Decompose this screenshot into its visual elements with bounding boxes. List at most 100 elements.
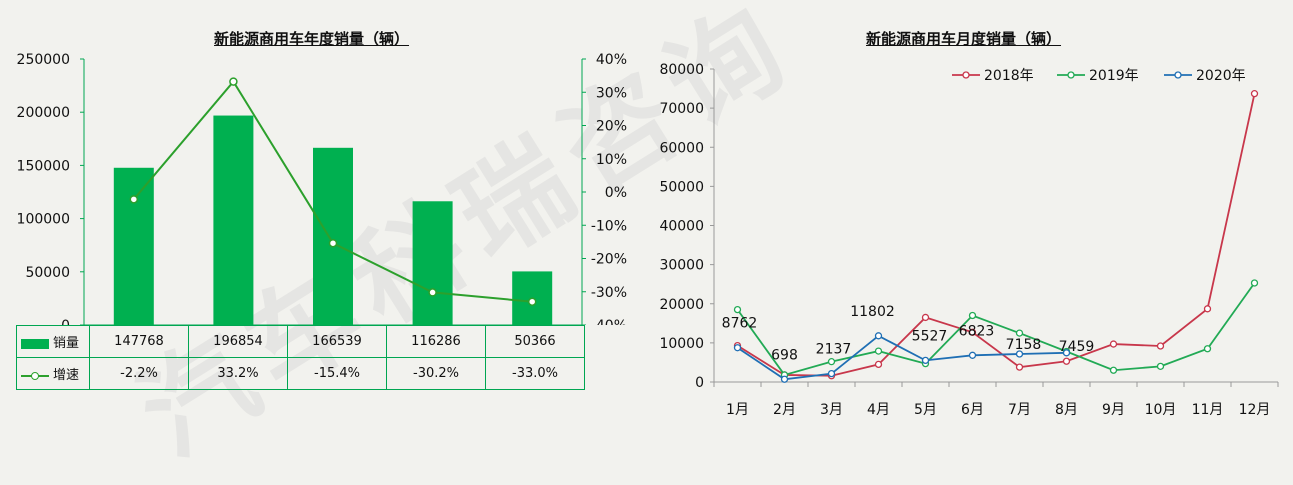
point-growth <box>428 288 437 297</box>
legend-line-swatch <box>21 371 49 381</box>
table-row-growth: 增速 -2.2% 33.2% -15.4% -30.2% -33.0% <box>16 357 585 390</box>
data-label: 8762 <box>722 316 758 332</box>
x-tick-label: 10月 <box>1145 402 1177 418</box>
point-growth <box>527 297 537 306</box>
series-point <box>1109 366 1118 374</box>
series-point <box>921 356 930 365</box>
legend-sales-label: 销量 <box>53 336 80 351</box>
legend-swatch-point <box>1067 71 1075 79</box>
legend-sales: 销量 <box>16 325 90 358</box>
series-point <box>874 332 883 340</box>
data-label: 698 <box>771 347 798 363</box>
legend-label: 2020年 <box>1196 68 1246 84</box>
series-point <box>1250 279 1259 287</box>
table-row-sales: 销量 147768 196854 166539 116286 50366 <box>16 325 585 358</box>
y-tick-label: 10000 <box>659 336 704 352</box>
legend-growth: 增速 <box>16 357 90 390</box>
y2-tick-label: -40% <box>591 318 627 325</box>
data-label: 5527 <box>912 328 948 344</box>
y-tick-label: 150000 <box>17 158 70 174</box>
table-cell: -30.2% <box>386 357 486 390</box>
table-cell: -15.4% <box>287 357 387 390</box>
data-label: 7158 <box>1006 337 1042 353</box>
series-point <box>1156 342 1165 350</box>
bar-sales <box>313 147 353 325</box>
y-tick-label: 30000 <box>659 258 704 274</box>
y-tick-label: 70000 <box>659 101 704 117</box>
data-label: 11802 <box>850 304 895 320</box>
data-label: 2137 <box>816 342 852 358</box>
table-cell: 196854 <box>188 325 288 358</box>
y2-tick-label: 0% <box>605 185 627 201</box>
y-tick-label: 60000 <box>659 140 704 156</box>
x-tick-label: 8月 <box>1055 402 1078 418</box>
series-point <box>1203 345 1212 353</box>
bar-sales <box>412 201 453 325</box>
table-cell: -33.0% <box>485 357 585 390</box>
legend-swatch-point <box>962 71 970 79</box>
series-point <box>827 369 836 378</box>
series-point <box>1203 305 1212 313</box>
data-label: 7459 <box>1059 339 1095 355</box>
y-tick-label: 100000 <box>17 212 70 228</box>
y-tick-label: 40000 <box>659 219 704 235</box>
x-tick-label: 1月 <box>726 402 749 418</box>
point-growth <box>129 195 139 204</box>
table-cell: 116286 <box>386 325 486 358</box>
series-point <box>968 351 977 359</box>
table-cell: 166539 <box>287 325 387 358</box>
bar-sales <box>213 115 254 325</box>
legend-label: 2019年 <box>1089 68 1139 84</box>
y-tick-label: 20000 <box>659 297 704 313</box>
series-point <box>874 347 883 355</box>
monthly-sales-panel: 新能源商用车月度销量（辆） 0 10000 20000 30000 40000 50000… <box>646 0 1293 444</box>
y2-tick-label: 30% <box>596 85 627 101</box>
y2-tick-label: 10% <box>596 152 627 168</box>
series-line <box>736 282 1256 376</box>
table-cell: 33.2% <box>188 357 288 390</box>
y2-tick-label: 20% <box>596 119 627 135</box>
x-tick-label: 9月 <box>1102 402 1125 418</box>
y-tick-label: 80000 <box>659 62 704 78</box>
y-tick-label: 250000 <box>17 52 70 68</box>
monthly-chart-svg: 0 10000 20000 30000 40000 50000 60000 70000 8000… <box>659 62 1279 418</box>
point-growth <box>229 77 238 86</box>
y2-tick-label: -20% <box>591 252 627 268</box>
legend-swatch-point <box>1174 71 1182 79</box>
y2-tick-label: 40% <box>596 52 627 68</box>
series-point <box>733 305 742 314</box>
data-label: 6823 <box>959 323 995 339</box>
series-point <box>1250 89 1259 98</box>
series-line <box>737 93 1256 377</box>
y-tick-label: 0 <box>61 318 70 325</box>
series-point <box>1062 357 1071 365</box>
series-point <box>874 360 883 369</box>
point-growth <box>328 238 338 248</box>
legend-bar-swatch <box>21 338 49 349</box>
series-point <box>1062 349 1071 357</box>
monthly-chart-title: 新能源商用车月度销量（辆） <box>866 30 1062 48</box>
series-point <box>1109 340 1118 348</box>
table-cell: 50366 <box>485 325 585 358</box>
table-cell: -2.2% <box>89 357 189 390</box>
y2-tick-label: -30% <box>591 285 627 301</box>
y-tick-label: 50000 <box>659 179 704 195</box>
x-tick-label: 7月 <box>1008 402 1031 418</box>
annual-data-table: 销量 147768 196854 166539 116286 50366 增速 … <box>16 325 585 390</box>
bar-sales <box>113 167 154 325</box>
table-cell: 147768 <box>89 325 189 358</box>
series-point <box>827 358 836 366</box>
series-point <box>780 375 789 383</box>
y2-tick-label: -10% <box>591 218 627 234</box>
x-tick-label: 4月 <box>867 402 890 418</box>
y-tick-label: 200000 <box>17 105 70 121</box>
series-point <box>1015 363 1024 371</box>
legend-label: 2018年 <box>984 68 1034 84</box>
series-point <box>1015 329 1024 337</box>
series-point <box>733 344 742 352</box>
x-tick-label: 3月 <box>820 402 843 418</box>
x-tick-label: 6月 <box>961 402 984 418</box>
series-point <box>921 313 930 322</box>
legend-growth-label: 增速 <box>53 368 80 383</box>
annual-chart-svg: 0 50000 100000 150000 200000 250000 -40% -30% -2… <box>17 52 627 325</box>
